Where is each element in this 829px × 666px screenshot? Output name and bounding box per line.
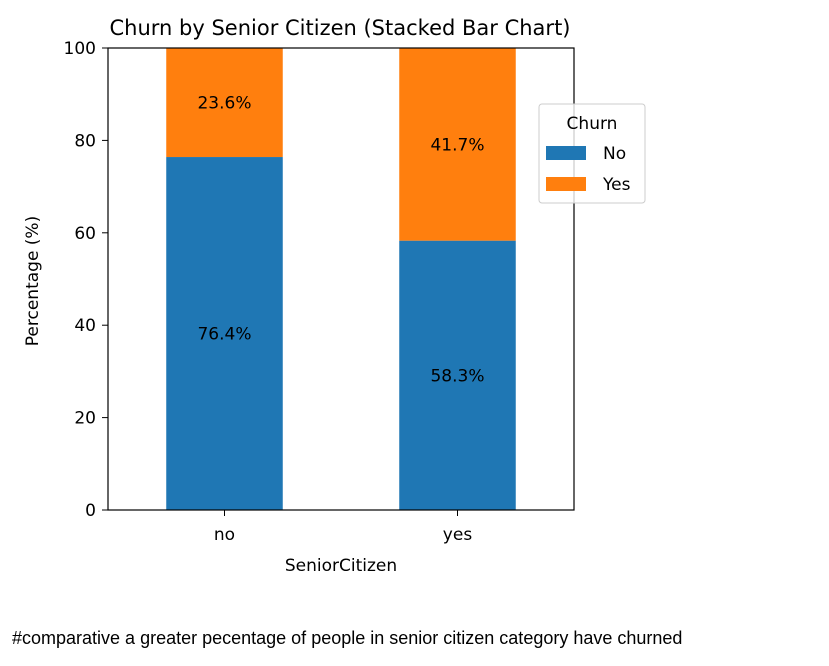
y-tick-label-80: 80 [74, 131, 96, 151]
x-tick-label-no: no [214, 525, 235, 545]
bar-yes-yes [399, 48, 516, 241]
chart-title: Churn by Senior Citizen (Stacked Bar Cha… [109, 16, 570, 40]
data-label-yes-no: 58.3% [430, 366, 484, 386]
caption-text: #comparative a greater pecentage of peop… [12, 628, 683, 648]
bar-no-no [166, 157, 283, 511]
y-tick-label-100: 100 [64, 39, 96, 59]
bar-yes-no [399, 240, 516, 511]
x-axis-label: SeniorCitizen [285, 556, 397, 576]
legend-title: Churn [567, 114, 618, 134]
data-label-no-no: 76.4% [197, 325, 251, 345]
legend-label-yes: Yes [602, 175, 631, 195]
bar-no-yes [166, 48, 283, 158]
y-axis-label: Percentage (%) [23, 216, 43, 346]
y-tick-label-60: 60 [74, 224, 96, 244]
y-tick-label-0: 0 [85, 501, 96, 521]
y-tick-label-40: 40 [74, 316, 96, 336]
x-tick-label-yes: yes [443, 525, 473, 545]
legend: Churn No Yes [538, 103, 646, 204]
axes-frame [107, 47, 575, 511]
y-tick-label-20: 20 [74, 409, 96, 429]
data-label-yes-yes: 41.7% [430, 135, 484, 155]
legend-swatch-no [546, 146, 586, 160]
legend-label-no: No [603, 144, 626, 164]
stacked-bar-chart: Churn by Senior Citizen (Stacked Bar Cha… [23, 16, 646, 576]
plot-area: 76.4% 23.6% no 58.3% 41.7% yes 0 20 40 60 80 100 [64, 39, 575, 545]
data-label-no-yes: 23.6% [197, 94, 251, 114]
legend-swatch-yes [546, 177, 586, 191]
